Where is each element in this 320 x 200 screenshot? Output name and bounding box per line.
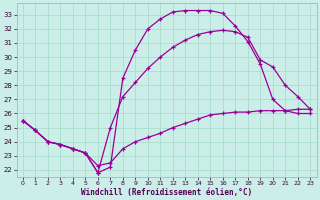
- X-axis label: Windchill (Refroidissement éolien,°C): Windchill (Refroidissement éolien,°C): [81, 188, 252, 197]
